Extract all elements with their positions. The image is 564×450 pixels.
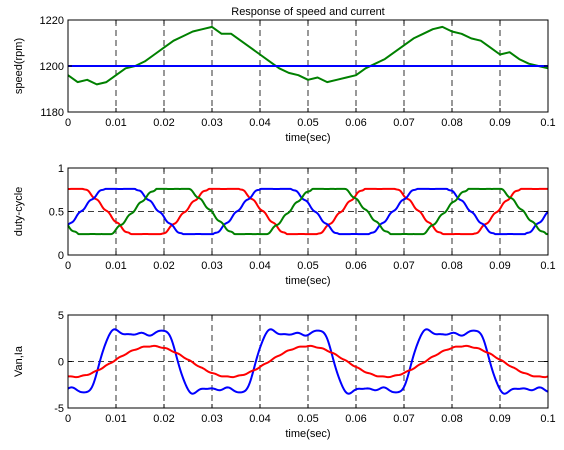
x-tick-label: 0.04 [249, 413, 270, 425]
y-axis-label: speed(rpm) [13, 38, 25, 94]
x-tick-label: 0.1 [540, 260, 555, 272]
x-tick-label: 0.09 [489, 117, 510, 129]
y-axis-label: Van,Ia [13, 345, 25, 377]
van-ia-series-2 [67, 344, 549, 379]
x-tick-label: 0.1 [540, 117, 555, 129]
x-tick-label: 0.04 [249, 117, 270, 129]
x-axis-label: time(sec) [285, 132, 330, 144]
x-tick-label: 0.06 [345, 117, 366, 129]
x-tick-label: 0.06 [345, 413, 366, 425]
x-tick-label: 0.07 [393, 413, 414, 425]
x-tick-label: 0.02 [153, 413, 174, 425]
y-tick-label: 0 [58, 250, 64, 262]
x-tick-label: 0 [65, 117, 71, 129]
x-tick-label: 0.01 [105, 413, 126, 425]
x-tick-label: 0.1 [540, 413, 555, 425]
van-ia-axes: 0 0.01 0.02 0.03 0.04 0.05 0.06 0.07 0.08 0.09 0.1… [13, 310, 556, 440]
y-axis-label: duty-cycle [13, 187, 25, 237]
y-tick-label: 1 [58, 163, 64, 175]
x-tick-label: 0.03 [201, 117, 222, 129]
x-tick-label: 0.07 [393, 260, 414, 272]
y-tick-label: 0 [58, 357, 64, 369]
chart-title: Response of speed and current [231, 6, 385, 18]
y-tick-label: 0.5 [49, 207, 64, 219]
y-tick-label: 5 [58, 310, 64, 322]
y-tick-label: -5 [54, 403, 64, 415]
x-tick-label: 0.05 [297, 413, 318, 425]
x-tick-label: 0.04 [249, 260, 270, 272]
x-tick-label: 0.01 [105, 117, 126, 129]
speed-axes: 0 0.01 0.02 0.03 0.04 0.05 0.06 0.07 0.08 0.09 0.1… [13, 6, 556, 144]
x-tick-label: 0.08 [441, 260, 462, 272]
duty-cycle-axes: 0 0.01 0.02 0.03 0.04 0.05 0.06 0.07 0.08 0.09 0.1… [13, 163, 556, 287]
x-tick-label: 0.08 [441, 413, 462, 425]
y-tick-label: 1200 [40, 61, 64, 73]
duty-cycle-series-3 [67, 187, 549, 236]
x-tick-label: 0 [65, 260, 71, 272]
speed-series-1 [67, 25, 549, 86]
y-tick-label: 1220 [40, 15, 64, 27]
van-ia-series-1 [67, 328, 549, 395]
x-tick-label: 0.09 [489, 413, 510, 425]
x-tick-label: 0 [65, 413, 71, 425]
x-tick-label: 0.03 [201, 260, 222, 272]
y-tick-label: 1180 [40, 107, 64, 119]
x-tick-label: 0.03 [201, 413, 222, 425]
x-tick-label: 0.01 [105, 260, 126, 272]
x-tick-label: 0.09 [489, 260, 510, 272]
x-axis-label: time(sec) [285, 428, 330, 440]
x-tick-label: 0.08 [441, 117, 462, 129]
x-tick-label: 0.02 [153, 117, 174, 129]
x-tick-label: 0.05 [297, 117, 318, 129]
x-tick-label: 0.02 [153, 260, 174, 272]
x-tick-label: 0.07 [393, 117, 414, 129]
duty-cycle-series-1 [67, 187, 549, 236]
x-tick-label: 0.06 [345, 260, 366, 272]
duty-cycle-series-2 [67, 187, 549, 236]
x-axis-label: time(sec) [285, 275, 330, 287]
x-tick-label: 0.05 [297, 260, 318, 272]
